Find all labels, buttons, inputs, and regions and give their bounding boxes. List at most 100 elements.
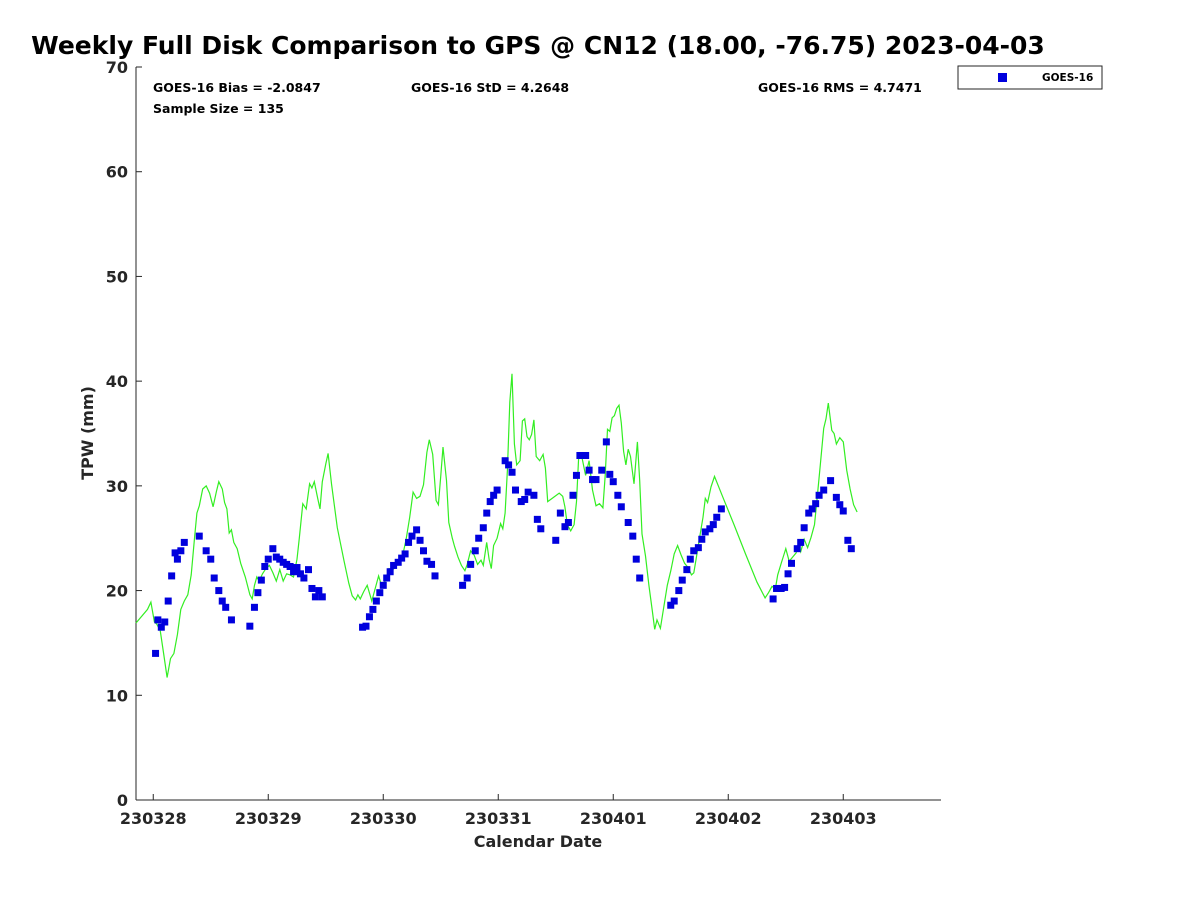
goes16-point	[286, 562, 294, 570]
goes16-point	[405, 538, 413, 546]
goes16-point	[467, 560, 475, 568]
goes16-point	[788, 559, 795, 567]
legend-box	[957, 65, 1103, 90]
goes16-point	[675, 587, 683, 595]
goes16-point	[508, 468, 516, 476]
goes16-point	[701, 528, 709, 536]
x-tick-label: 230329	[235, 809, 302, 828]
goes16-point	[694, 544, 702, 552]
goes16-point	[784, 570, 792, 578]
goes16-point	[401, 550, 409, 558]
goes16-point	[171, 549, 179, 557]
goes16-point	[781, 583, 789, 591]
goes16-point	[311, 593, 319, 601]
goes16-point	[365, 613, 373, 621]
goes16-point	[372, 597, 380, 605]
goes16-point	[177, 547, 185, 555]
goes16-point	[293, 564, 301, 572]
goes16-point	[797, 538, 805, 546]
goes16-point	[479, 524, 487, 532]
goes16-point	[413, 526, 421, 534]
goes16-point	[533, 515, 541, 523]
goes16-point	[530, 491, 538, 499]
goes16-point	[202, 547, 210, 555]
goes16-point	[398, 554, 406, 562]
goes16-point	[308, 584, 316, 592]
goes16-point	[215, 587, 223, 595]
goes16-point	[195, 532, 203, 540]
goes16-point	[161, 618, 169, 626]
y-tick-label: 20	[106, 582, 128, 601]
goes16-point	[585, 466, 593, 474]
goes16-point	[521, 495, 529, 503]
goes16-point	[793, 545, 801, 553]
goes16-point	[420, 547, 427, 555]
y-tick-label: 10	[106, 686, 128, 705]
goes16-point	[157, 623, 165, 631]
goes16-point	[318, 593, 326, 601]
goes16-point	[207, 555, 215, 563]
goes16-point	[713, 513, 721, 521]
goes16-point	[383, 574, 391, 582]
y-tick-label: 60	[106, 163, 128, 182]
goes16-point	[210, 574, 218, 582]
goes16-point	[408, 532, 416, 540]
goes16-point	[490, 491, 498, 499]
goes16-point	[678, 576, 686, 584]
goes16-point	[463, 574, 471, 582]
goes16-point	[847, 545, 855, 553]
x-tick-label: 230403	[810, 809, 877, 828]
goes16-point	[296, 570, 304, 578]
goes16-point	[698, 535, 706, 543]
goes16-point	[154, 616, 162, 624]
goes16-point	[423, 557, 431, 565]
goes16-point	[561, 523, 569, 531]
goes16-point	[173, 555, 181, 563]
x-axis-label: Calendar Date	[474, 832, 603, 851]
goes16-point	[709, 521, 717, 529]
goes16-point	[180, 538, 188, 546]
goes16-point	[683, 566, 691, 574]
goes16-point	[164, 597, 172, 605]
goes16-point	[632, 555, 640, 563]
goes16-point	[254, 589, 262, 597]
goes16-point	[602, 438, 610, 446]
stat-sample-size: Sample Size = 135	[153, 101, 284, 116]
goes16-point	[686, 555, 694, 563]
goes16-point	[609, 478, 617, 486]
goes16-point	[629, 532, 637, 540]
chart-title: Weekly Full Disk Comparison to GPS @ CN1…	[31, 31, 1045, 60]
goes16-point	[617, 503, 625, 511]
goes16-point	[168, 572, 176, 580]
y-ticks: 0 10 20 30 40 50 60 70	[106, 58, 142, 810]
goes16-point	[556, 509, 564, 517]
goes16-point	[773, 584, 781, 592]
goes16-point	[820, 486, 828, 494]
goes16-point	[369, 605, 377, 613]
goes16-point	[569, 491, 577, 499]
goes16-point	[667, 601, 675, 609]
goes16-point	[431, 572, 439, 580]
goes16-point	[706, 525, 714, 533]
goes16-point	[218, 597, 226, 605]
goes16-point	[832, 493, 840, 501]
goes16-point	[606, 470, 614, 478]
goes16-point	[717, 505, 725, 513]
legend: GOES-16	[957, 65, 1103, 90]
goes16-point	[257, 576, 265, 584]
plot-area	[135, 373, 858, 678]
goes16-point	[505, 461, 513, 469]
goes16-point	[624, 519, 632, 527]
goes16-point	[808, 505, 816, 513]
goes16-point	[827, 477, 835, 485]
x-tick-label: 230328	[120, 809, 187, 828]
goes16-point	[300, 574, 308, 582]
goes16-point	[305, 566, 312, 574]
goes16-point	[250, 603, 258, 611]
goes16-point	[416, 536, 424, 544]
goes16-point	[552, 536, 560, 544]
goes16-point	[152, 649, 160, 657]
goes16-point	[592, 476, 600, 484]
y-tick-label: 50	[106, 267, 128, 286]
axes	[135, 67, 941, 801]
